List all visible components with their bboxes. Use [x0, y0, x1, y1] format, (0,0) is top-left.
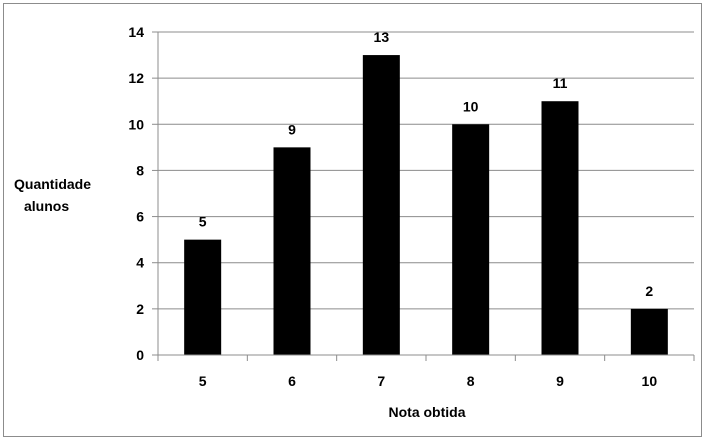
bar-5 [184, 239, 222, 355]
data-label-10: 2 [645, 283, 653, 299]
bar-9 [541, 101, 579, 355]
y-tick-label-8: 8 [136, 162, 144, 178]
x-tick-label-10: 10 [642, 373, 658, 389]
y-tick-label-0: 0 [136, 347, 144, 363]
gridlines [158, 31, 694, 310]
x-tick-label-8: 8 [467, 373, 475, 389]
data-label-8: 10 [463, 98, 479, 114]
y-axis-title-line-1: Quantidade [14, 176, 91, 192]
data-label-5: 5 [199, 214, 207, 230]
x-axis-title: Nota obtida [389, 404, 466, 420]
x-tick-labels: 5 6 7 8 9 10 [199, 373, 658, 389]
bar-7 [362, 55, 400, 355]
y-tick-label-12: 12 [128, 70, 144, 86]
x-tick-label-5: 5 [199, 373, 207, 389]
bar-8 [452, 124, 490, 356]
data-label-9: 11 [553, 75, 568, 91]
axes [152, 31, 695, 361]
y-tick-label-2: 2 [136, 301, 144, 317]
y-tick-label-14: 14 [128, 24, 144, 40]
y-axis-title-line-2: alunos [24, 198, 69, 214]
data-label-7: 13 [374, 29, 390, 45]
y-tick-labels: 0 2 4 6 8 10 12 14 [128, 24, 144, 363]
y-tick-label-6: 6 [136, 209, 144, 225]
data-labels: 5 9 13 10 11 2 [199, 29, 654, 299]
chart-frame [3, 3, 702, 437]
bars [184, 55, 668, 356]
bar-10 [630, 308, 668, 355]
x-tick-label-7: 7 [377, 373, 385, 389]
x-tick-label-9: 9 [556, 373, 564, 389]
y-tick-label-4: 4 [136, 255, 144, 271]
data-label-6: 9 [288, 121, 296, 137]
x-tick-label-6: 6 [288, 373, 296, 389]
bar-6 [273, 147, 311, 355]
y-tick-label-10: 10 [128, 116, 144, 132]
